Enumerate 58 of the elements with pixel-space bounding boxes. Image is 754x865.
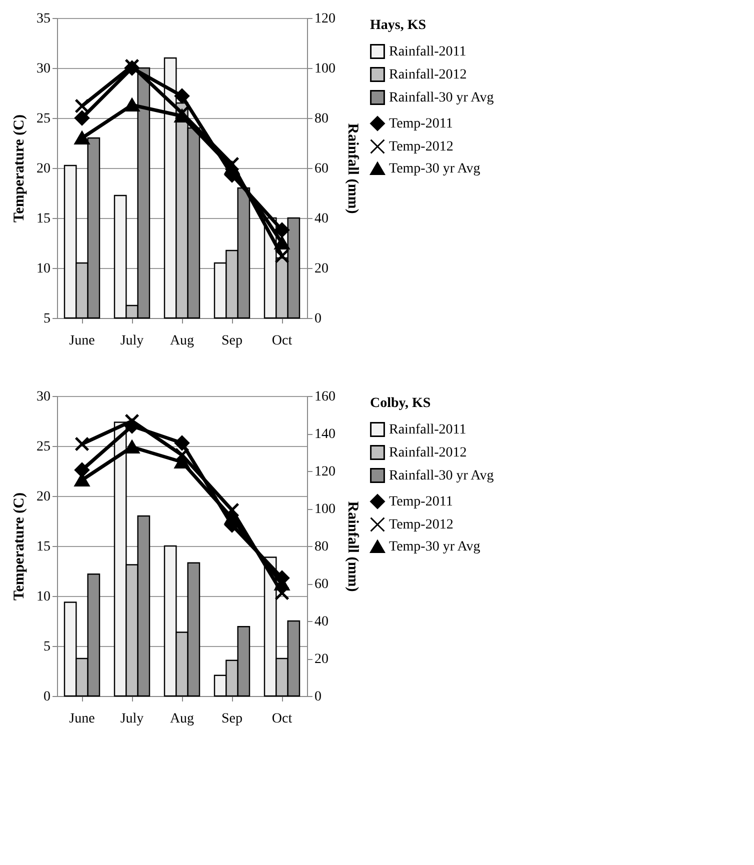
- y-tick-label: 15: [36, 540, 50, 554]
- legend-label: Temp-2011: [389, 116, 453, 132]
- y-tick-label: 30: [36, 62, 50, 76]
- legend-title: Colby, KS: [370, 396, 431, 411]
- legend-label: Rainfall-30 yr Avg: [389, 90, 494, 106]
- legend-label: Temp-30 yr Avg: [389, 540, 480, 554]
- legend-label: Rainfall-2011: [389, 44, 466, 60]
- y-tick-label: 20: [36, 162, 50, 176]
- legend-label: Temp-2012: [389, 518, 454, 532]
- y-axis-title: Temperature (C): [12, 492, 28, 600]
- legend-label: Temp-30 yr Avg: [389, 162, 480, 176]
- y-axis-title: Temperature (C): [12, 114, 28, 222]
- y-tick-label: 35: [36, 12, 50, 26]
- x-tick-label: July: [120, 712, 144, 726]
- legend-label: Rainfall-2012: [389, 68, 467, 82]
- y2-tick-label: 100: [314, 62, 336, 76]
- x-tick-label: Oct: [272, 334, 292, 348]
- y-tick-label: 10: [36, 590, 50, 604]
- x-tick-label: June: [69, 334, 95, 348]
- y2-axis-title: Rainfall (mm): [344, 501, 360, 592]
- y2-tick-label: 60: [314, 577, 328, 592]
- y2-tick-label: 140: [314, 427, 336, 442]
- x-tick-label: Aug: [170, 712, 194, 726]
- y2-tick-label: 0: [314, 690, 322, 704]
- legend-label: Temp-2012: [389, 140, 454, 154]
- y-tick-label: 5: [44, 640, 50, 654]
- y2-tick-label: 80: [314, 540, 328, 554]
- x-tick-label: July: [120, 334, 144, 348]
- x-tick-label: Sep: [222, 334, 242, 348]
- x-tick-label: Oct: [272, 712, 292, 726]
- y2-tick-label: 40: [314, 614, 328, 630]
- y2-tick-label: 0: [314, 312, 322, 326]
- x-tick-label: June: [69, 712, 95, 726]
- y2-tick-label: 100: [314, 502, 336, 517]
- legend-label: Rainfall-2011: [389, 422, 466, 438]
- y-tick-label: 25: [36, 112, 50, 126]
- y-tick-label: 30: [36, 390, 50, 404]
- y-tick-label: 5: [44, 312, 50, 326]
- y2-tick-label: 20: [314, 262, 328, 276]
- y2-tick-label: 60: [314, 162, 328, 176]
- y2-tick-label: 120: [314, 464, 336, 480]
- x-tick-label: Sep: [222, 712, 242, 726]
- y2-tick-label: 40: [314, 212, 328, 226]
- legend-label: Temp-2011: [389, 494, 453, 510]
- y-tick-label: 25: [36, 440, 50, 454]
- x-tick-label: Aug: [170, 334, 194, 348]
- y2-tick-label: 20: [314, 652, 328, 667]
- y2-tick-label: 160: [314, 390, 336, 404]
- legend-title: Hays, KS: [370, 18, 426, 33]
- y-tick-label: 20: [36, 490, 50, 504]
- y-tick-label: 0: [44, 690, 50, 704]
- y2-tick-label: 120: [314, 12, 336, 26]
- legend-label: Rainfall-2012: [389, 446, 467, 460]
- y-tick-label: 15: [36, 212, 50, 226]
- y2-tick-label: 80: [314, 112, 328, 126]
- legend-label: Rainfall-30 yr Avg: [389, 468, 494, 484]
- y-tick-label: 10: [36, 262, 50, 276]
- y2-axis-title: Rainfall (mm): [344, 123, 360, 214]
